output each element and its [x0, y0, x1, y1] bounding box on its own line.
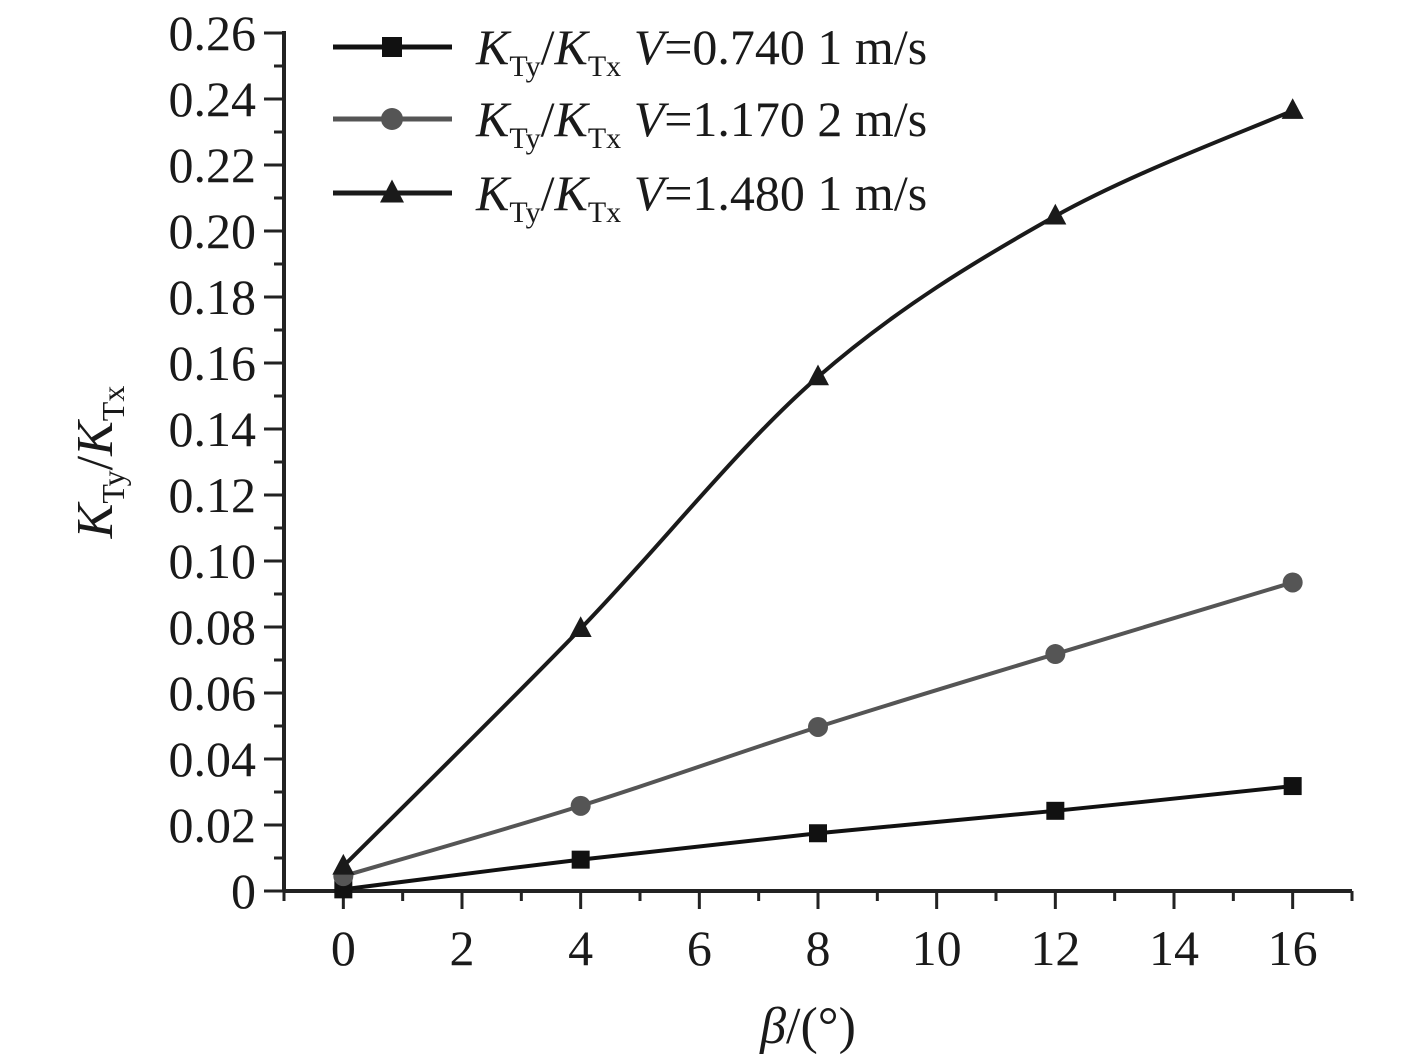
y-tick-label: 0.20: [169, 203, 257, 259]
data-point-circle: [1045, 644, 1066, 665]
data-point-square: [1046, 801, 1065, 820]
data-point-triangle: [569, 616, 592, 637]
y-tick-label: 0.22: [169, 137, 257, 193]
legend-marker-circle: [381, 108, 403, 130]
y-tick-label: 0.04: [169, 731, 257, 787]
legend-label-3: KTy/KTx V=1.480 1 m/s: [475, 165, 927, 229]
y-tick-label: 0.24: [169, 71, 257, 127]
y-tick-label: 0.02: [169, 797, 257, 853]
series-lines: [341, 108, 1294, 892]
x-tick-label: 8: [806, 920, 831, 976]
legend-marker-triangle: [380, 179, 404, 203]
x-tick-label: 14: [1149, 920, 1199, 976]
x-tick-label: 6: [687, 920, 712, 976]
x-tick-label: 4: [568, 920, 593, 976]
data-point-square: [1283, 777, 1302, 796]
x-tick-label: 2: [450, 920, 475, 976]
y-tick-label: 0.16: [169, 335, 257, 391]
x-tick-label: 10: [912, 920, 962, 976]
legend-label-1: KTy/KTx V=0.740 1 m/s: [475, 19, 927, 83]
data-point-circle: [1282, 572, 1303, 593]
y-tick-label: 0.12: [169, 467, 257, 523]
legend-marker-square: [382, 37, 402, 57]
data-point-circle: [808, 716, 828, 737]
y-tick-label: 0.14: [169, 401, 257, 457]
y-tick-label: 0.26: [169, 5, 257, 61]
axes: 0 0.02 0.04 0.06 0.08 0.10 0.12 0.14 0.16 0.18 0.2…: [169, 5, 1354, 976]
data-point-triangle: [1281, 98, 1304, 119]
y-axis-label: KTy/KTx: [67, 386, 131, 540]
series-markers: [332, 98, 1304, 899]
y-tick-label: 0.08: [169, 599, 257, 655]
legend-label-2: KTy/KTx V=1.170 2 m/s: [475, 91, 927, 155]
y-tick-label: 0.06: [169, 665, 257, 721]
x-tick-label: 12: [1030, 920, 1080, 976]
data-point-square: [809, 824, 827, 843]
y-tick-label: 0.18: [169, 269, 257, 325]
data-point-triangle: [1044, 203, 1067, 225]
data-point-square: [571, 850, 590, 869]
x-tick-label: 16: [1268, 920, 1318, 976]
data-point-circle: [570, 795, 591, 816]
y-tick-label: 0: [231, 863, 256, 919]
x-tick-label: 0: [331, 920, 356, 976]
legend: KTy/KTx V=0.740 1 m/s KTy/KTx V=1.170 2 m…: [333, 19, 927, 229]
series-line-3: [341, 108, 1294, 868]
y-tick-label: 0.10: [169, 533, 257, 589]
x-axis-label: β/(°): [759, 998, 856, 1055]
data-point-triangle: [807, 364, 829, 386]
data-point-triangle: [332, 853, 355, 875]
